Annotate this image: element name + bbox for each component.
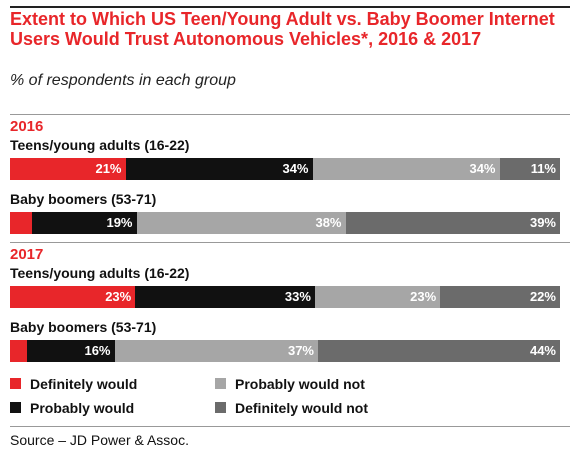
bar-2017-teens: 23% 33% 23% 22% (10, 286, 560, 308)
source-note: Source – JD Power & Assoc. (10, 432, 189, 448)
top-rule (10, 6, 570, 8)
divider-rule (10, 242, 570, 243)
bar-2016-boomers: 4%19%38%39% (10, 212, 560, 234)
legend-swatch (10, 402, 21, 413)
legend-swatch (215, 378, 226, 389)
bar-2016-teens: 21% 34% 34% 11% (10, 158, 560, 180)
legend-label: Probably would not (235, 376, 365, 392)
data-label: 16% (84, 343, 111, 358)
group-label-2016-teens: Teens/young adults (16-22) (10, 137, 190, 153)
data-label: 39% (529, 215, 556, 230)
legend-swatch (215, 402, 226, 413)
bar-segment-definitely-would (10, 212, 32, 234)
data-label: 23% (410, 289, 437, 304)
bar-2017-boomers: 3%16%37%44% (10, 340, 560, 362)
data-label: 11% (530, 161, 556, 176)
year-label-2017: 2017 (10, 246, 44, 263)
group-label-2017-boomers: Baby boomers (53-71) (10, 319, 157, 335)
data-label: 34% (469, 161, 496, 176)
data-label: 44% (529, 343, 556, 358)
bar-segment-probably-not (312, 158, 500, 180)
group-label-2017-teens: Teens/young adults (16-22) (10, 265, 190, 281)
bar-segment-definitely-would-not (318, 340, 560, 362)
bar-segment-definitely-would-not (440, 286, 560, 308)
group-label-2016-boomers: Baby boomers (53-71) (10, 191, 157, 207)
legend-label: Definitely would not (235, 400, 368, 416)
data-label: 23% (105, 289, 132, 304)
data-label: 19% (106, 215, 133, 230)
footer-rule (10, 426, 570, 427)
chart-title: Extent to Which US Teen/Young Adult vs. … (10, 9, 555, 49)
bar-segment-definitely-would (10, 340, 27, 362)
legend-swatch (10, 378, 21, 389)
bar-segment-definitely-would-not (499, 158, 560, 180)
data-label: 33% (284, 289, 311, 304)
bar-segment-probably-would (32, 212, 137, 234)
bar-segment-probably-not (114, 340, 318, 362)
year-label-2016: 2016 (10, 118, 44, 135)
data-label: 34% (282, 161, 309, 176)
chart-subtitle: % of respondents in each group (10, 72, 236, 89)
bar-segment-definitely-would (10, 158, 126, 180)
bar-segment-definitely-would (10, 286, 136, 308)
data-label: 21% (95, 161, 122, 176)
bar-segment-definitely-would-not (345, 212, 560, 234)
legend: Definitely would Probably would Probably… (10, 374, 570, 420)
data-label: 38% (315, 215, 342, 230)
bar-segment-probably-would (135, 286, 315, 308)
data-label: 22% (529, 289, 556, 304)
bar-segment-probably-not (314, 286, 441, 308)
divider-rule (10, 114, 570, 115)
bar-segment-probably-would (125, 158, 313, 180)
bar-segment-probably-would (26, 340, 115, 362)
legend-label: Definitely would (30, 376, 138, 392)
legend-label: Probably would (30, 400, 135, 416)
data-label: 37% (287, 343, 314, 358)
bar-segment-probably-not (136, 212, 346, 234)
